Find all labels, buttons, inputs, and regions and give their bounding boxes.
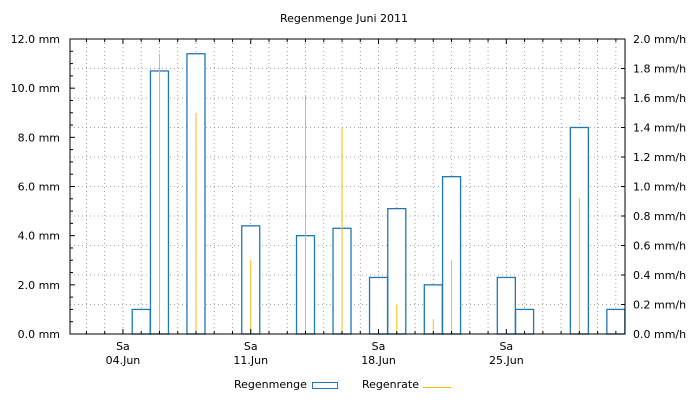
tick-label-right: 1.0 mm/h	[633, 181, 686, 194]
tick-label-right: 1.4 mm/h	[633, 122, 686, 135]
tick-label-right: 1.6 mm/h	[633, 92, 686, 105]
x-tick-weekday: Sa	[116, 340, 130, 353]
tick-label-right: 0.8 mm/h	[633, 210, 686, 223]
tick-label-left: 10.0 mm	[11, 82, 60, 95]
legend-label-regenrate: Regenrate	[362, 378, 419, 391]
tick-label-left: 4.0 mm	[18, 230, 60, 243]
regenmenge-bars	[131, 53, 626, 335]
tick-label-left: 0.0 mm	[18, 328, 60, 341]
legend-swatch-regenrate	[423, 387, 451, 388]
bar-regenmenge	[496, 276, 516, 335]
tick-label-right: 0.0 mm/h	[633, 328, 686, 341]
bar-regenmenge	[514, 308, 535, 335]
tick-label-left: 2.0 mm	[18, 279, 60, 292]
x-tick-weekday: Sa	[372, 340, 386, 353]
x-tick-date: 25.Jun	[489, 354, 524, 367]
tick-label-left: 6.0 mm	[18, 181, 60, 194]
tick-label-left: 8.0 mm	[18, 131, 60, 144]
tick-label-right: 0.6 mm/h	[633, 240, 686, 253]
tick-label-right: 0.4 mm/h	[633, 269, 686, 282]
legend: Regenmenge Regenrate	[0, 378, 700, 396]
tick-label-left: 12.0 mm	[11, 33, 60, 46]
bar-regenmenge	[606, 308, 626, 335]
x-tick-date: 18.Jun	[361, 354, 396, 367]
axis-ticks	[70, 38, 625, 335]
legend-label-regenmenge: Regenmenge	[234, 378, 307, 391]
tick-label-right: 1.2 mm/h	[633, 151, 686, 164]
tick-label-right: 1.8 mm/h	[633, 63, 686, 76]
x-tick-date: 04.Jun	[106, 354, 141, 367]
bar-regenmenge	[368, 276, 389, 335]
axis-labels: 0.0 mm/h 0.2 mm/h 0.4 mm/h 0.6 mm/h 0.8 mm/h…	[11, 33, 687, 367]
x-tick-weekday: Sa	[244, 340, 258, 353]
x-tick-weekday: Sa	[499, 340, 513, 353]
chart-title: Regenmenge Juni 2011	[280, 12, 408, 25]
x-tick-date: 11.Jun	[233, 354, 268, 367]
bar-regenmenge	[131, 308, 151, 335]
tick-label-right: 0.2 mm/h	[633, 299, 686, 312]
regenrate-lines	[158, 53, 580, 334]
tick-label-right: 2.0 mm/h	[633, 33, 686, 46]
legend-swatch-regenmenge	[312, 382, 338, 389]
